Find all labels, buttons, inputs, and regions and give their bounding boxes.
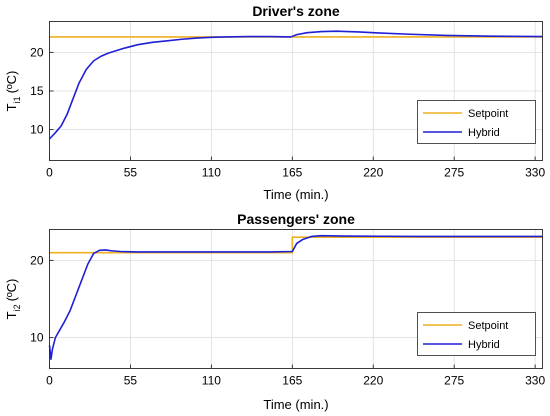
legend-label-hybrid: Hybrid: [468, 339, 500, 351]
y-tick-label: 20: [30, 45, 44, 59]
x-tick-label: 55: [124, 374, 138, 388]
y-label-base: T: [4, 103, 19, 111]
y-tick-label: 20: [30, 253, 44, 267]
legend: Setpoint Hybrid: [417, 312, 536, 356]
x-tick-label: 330: [525, 166, 545, 180]
x-tick-label: 110: [202, 166, 221, 180]
y-tick-label: 15: [30, 84, 44, 98]
x-tick-label: 0: [46, 374, 53, 388]
x-tick-label: 165: [282, 374, 302, 388]
x-tick-label: 0: [46, 166, 53, 180]
y-label-unit: (ºC): [4, 71, 19, 94]
x-tick-label: 275: [444, 374, 464, 388]
y-tick-label: 10: [30, 331, 44, 345]
x-axis-label: Time (min.): [263, 187, 328, 202]
x-tick-label: 330: [525, 374, 545, 388]
chart-title: Driver's zone: [252, 3, 340, 19]
y-tick-label: 10: [30, 123, 44, 137]
x-tick-label: 220: [363, 166, 383, 180]
series-line-hybrid: [48, 30, 543, 140]
driver-zone-panel: 0 55 110 165 220 275 330 10 15 20 Driver's zone T…: [4, 3, 546, 202]
x-tick-label: 55: [124, 166, 138, 180]
series-layer: [48, 30, 543, 140]
tick-layer: 0 55 110 165 220 275 330 10 20: [30, 253, 545, 387]
plot-frame: [49, 229, 543, 369]
y-label-unit: (ºC): [4, 279, 19, 302]
legend-label-setpoint: Setpoint: [468, 320, 508, 332]
x-tick-label: 110: [202, 374, 221, 388]
grid: [49, 21, 543, 161]
x-tick-label: 275: [444, 166, 464, 180]
legend-label-setpoint: Setpoint: [468, 108, 508, 120]
legend-label-hybrid: Hybrid: [468, 127, 500, 139]
tick-layer: 0 55 110 165 220 275 330 10 15 20: [30, 45, 545, 179]
y-label-sub: i2: [12, 304, 22, 311]
x-tick-label: 220: [363, 374, 383, 388]
y-axis-label: Ti1 (ºC): [4, 71, 22, 112]
y-label-base: T: [4, 311, 19, 319]
x-axis-label: Time (min.): [263, 397, 328, 412]
series-layer: [48, 234, 543, 361]
series-line-hybrid: [48, 234, 543, 361]
y-axis-label: Ti2 (ºC): [4, 279, 22, 320]
y-label-sub: i1: [12, 96, 22, 103]
legend: Setpoint Hybrid: [417, 100, 536, 144]
x-tick-label: 165: [282, 166, 302, 180]
chart-title: Passengers' zone: [237, 211, 355, 227]
